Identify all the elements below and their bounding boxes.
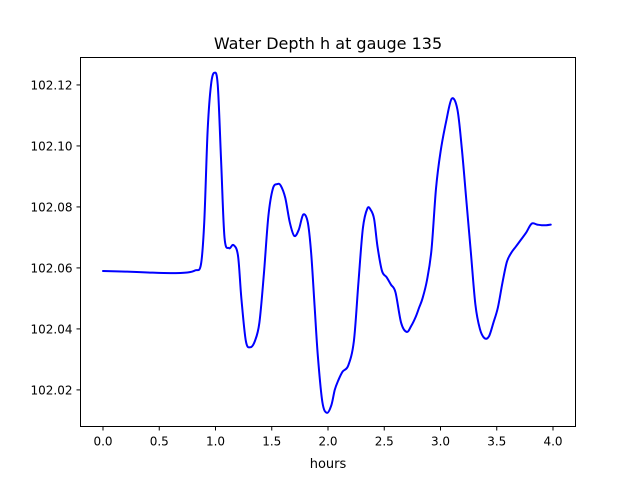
x-tick-label: 3.5	[487, 435, 506, 449]
x-tick-label: 4.0	[543, 435, 562, 449]
x-tick-label: 0.0	[93, 435, 112, 449]
x-tick-label: 2.5	[375, 435, 394, 449]
y-tick-label: 102.10	[31, 139, 73, 153]
y-tick-label: 102.02	[31, 383, 73, 397]
chart-title: Water Depth h at gauge 135	[214, 34, 442, 53]
y-tick-label: 102.12	[31, 78, 73, 92]
x-tick-label: 1.5	[262, 435, 281, 449]
x-tick-label: 1.0	[206, 435, 225, 449]
x-tick-label: 2.0	[318, 435, 337, 449]
series-line	[102, 71, 552, 414]
y-tick-label: 102.06	[31, 261, 73, 275]
x-tick-label: 0.5	[150, 435, 169, 449]
x-tick-label: 3.0	[431, 435, 450, 449]
plot-frame	[80, 57, 576, 427]
x-axis: 0.0 0.5 1.0 1.5 2.0 2.5 3.0 3.5 4.0	[93, 426, 563, 449]
x-axis-label: hours	[310, 457, 347, 472]
y-axis: 102.02 102.04 102.06 102.08 102.10 102.12	[31, 78, 81, 397]
y-tick-label: 102.08	[31, 200, 73, 214]
y-tick-label: 102.04	[31, 322, 73, 336]
